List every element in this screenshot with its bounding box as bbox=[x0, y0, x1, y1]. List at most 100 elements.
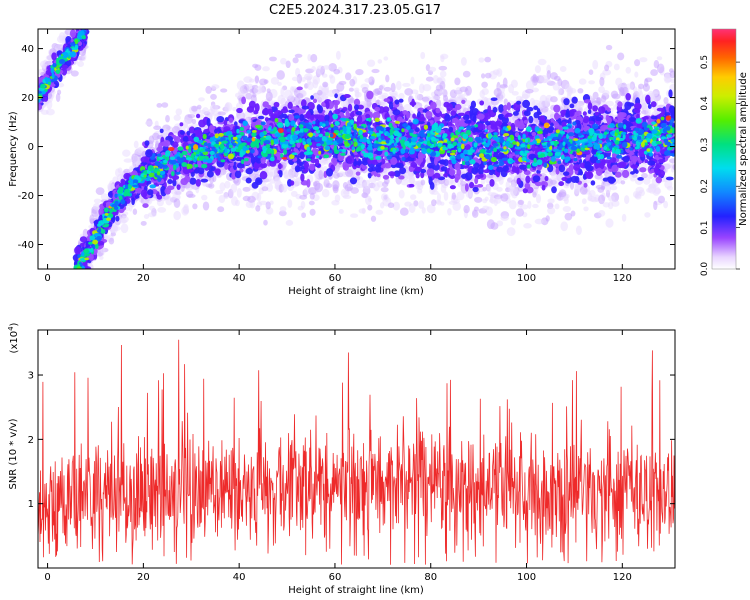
heatmap-cell bbox=[535, 193, 542, 204]
heatmap-cell bbox=[608, 195, 616, 202]
heatmap-cell bbox=[588, 69, 594, 75]
heatmap-cell bbox=[265, 201, 271, 210]
heatmap-cell bbox=[247, 195, 256, 203]
heatmap-cell bbox=[75, 269, 82, 274]
heatmap-cell bbox=[77, 276, 85, 280]
heatmap-cell bbox=[123, 158, 133, 163]
heatmap-cell bbox=[38, 103, 43, 111]
heatmap-cell bbox=[436, 193, 442, 202]
heatmap-cell bbox=[220, 88, 228, 93]
heatmap-cell bbox=[83, 23, 88, 27]
heatmap-cell bbox=[657, 195, 665, 204]
heatmap-cell bbox=[598, 194, 606, 205]
heatmap-cell bbox=[342, 100, 349, 107]
heatmap-cell bbox=[74, 280, 82, 289]
heatmap-cell bbox=[634, 71, 639, 78]
heatmap-cell bbox=[307, 81, 314, 91]
heatmap-cell bbox=[349, 97, 355, 103]
heatmap-cells bbox=[38, 11, 675, 301]
heatmap-cell bbox=[355, 91, 362, 98]
heatmap-cell bbox=[93, 198, 102, 204]
heatmap-cell bbox=[176, 184, 181, 190]
heatmap-cell bbox=[46, 77, 51, 82]
heatmap-cell bbox=[534, 218, 544, 225]
heatmap-cell bbox=[238, 88, 248, 97]
heatmap-cell bbox=[51, 72, 55, 79]
heatmap-cell bbox=[334, 194, 341, 203]
heatmap-cell bbox=[547, 206, 556, 215]
heatmap-cell bbox=[223, 192, 230, 200]
heatmap-cell bbox=[648, 183, 657, 189]
heatmap-cell bbox=[486, 219, 495, 230]
heatmap-cell bbox=[459, 93, 465, 99]
heatmap-cell bbox=[254, 75, 260, 84]
heatmap-cell bbox=[532, 191, 537, 198]
heatmap-cell bbox=[292, 57, 299, 64]
heatmap-cell bbox=[420, 179, 426, 186]
heatmap-cell bbox=[656, 56, 663, 61]
heatmap-cell bbox=[643, 176, 651, 185]
heatmap-cell bbox=[73, 23, 81, 29]
heatmap-cell bbox=[669, 158, 675, 164]
heatmap-cell bbox=[214, 122, 219, 128]
heatmap-cell bbox=[378, 85, 384, 90]
heatmap-cell bbox=[597, 210, 606, 217]
heatmap-cell bbox=[314, 174, 320, 180]
heatmap-cell bbox=[443, 191, 449, 201]
heatmap-cell bbox=[641, 173, 648, 179]
heatmap-cell bbox=[537, 58, 547, 66]
heatmap-cell bbox=[583, 206, 589, 212]
heatmap-cell bbox=[492, 69, 500, 76]
heatmap-cell bbox=[554, 203, 560, 210]
heatmap-cell bbox=[525, 80, 535, 91]
heatmap-cell bbox=[640, 103, 649, 109]
heatmap-cell bbox=[395, 80, 402, 91]
heatmap-cell bbox=[318, 169, 324, 180]
heatmap-cell bbox=[482, 186, 487, 192]
heatmap-cell bbox=[553, 75, 561, 81]
heatmap-cell bbox=[323, 156, 328, 165]
heatmap-cell bbox=[517, 199, 525, 205]
heatmap-cell bbox=[380, 186, 389, 193]
heatmap-cell bbox=[321, 73, 328, 78]
heatmap-cell bbox=[265, 165, 271, 176]
heatmap-cell bbox=[609, 185, 618, 191]
heatmap-cell bbox=[587, 195, 597, 202]
heatmap-cell bbox=[440, 53, 449, 60]
heatmap-cell bbox=[189, 177, 197, 185]
heatmap-cell bbox=[63, 23, 68, 29]
heatmap-cell bbox=[207, 108, 214, 116]
heatmap-cell bbox=[317, 89, 323, 96]
heatmap-cell bbox=[564, 212, 573, 221]
heatmap-cell bbox=[299, 194, 308, 200]
heatmap-cell bbox=[74, 39, 78, 45]
heatmap-cell bbox=[519, 96, 524, 103]
heatmap-cell bbox=[133, 140, 139, 149]
heatmap-cell bbox=[382, 181, 389, 188]
heatmap-cell bbox=[552, 82, 560, 91]
heatmap-cell bbox=[202, 107, 209, 115]
heatmap-cell bbox=[342, 182, 349, 189]
heatmap-cell bbox=[425, 76, 434, 82]
heatmap-cell bbox=[353, 87, 360, 93]
heatmap-cell bbox=[81, 11, 88, 20]
heatmap-cell bbox=[261, 186, 269, 192]
heatmap-cell bbox=[59, 58, 66, 65]
heatmap-cell bbox=[311, 66, 316, 72]
heatmap-cell bbox=[520, 204, 529, 210]
heatmap-cell bbox=[285, 219, 294, 226]
heatmap-cell bbox=[398, 189, 405, 199]
heatmap-cell bbox=[439, 70, 447, 78]
heatmap-cell bbox=[56, 35, 66, 44]
heatmap-cell bbox=[482, 205, 490, 211]
heatmap-cell bbox=[571, 96, 578, 104]
heatmap-cell bbox=[76, 297, 81, 301]
heatmap-cell bbox=[338, 209, 344, 214]
heatmap-cell bbox=[187, 113, 196, 119]
heatmap-cell bbox=[165, 114, 170, 123]
heatmap-cell bbox=[588, 189, 596, 198]
heatmap-cell bbox=[143, 214, 150, 219]
heatmap-cell bbox=[639, 57, 648, 63]
heatmap-cell bbox=[428, 66, 437, 73]
heatmap-cell bbox=[316, 65, 325, 75]
